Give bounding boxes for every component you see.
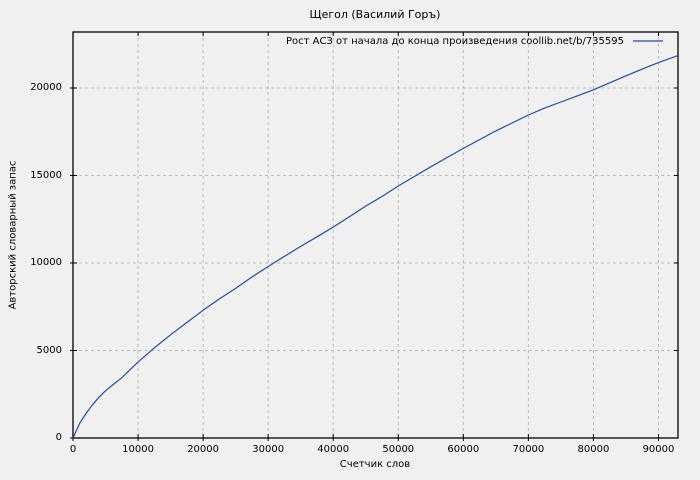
x-tick-label: 60000 bbox=[447, 444, 480, 455]
x-tick-label: 0 bbox=[69, 444, 77, 455]
chart-title: Щегол (Василий Горъ) bbox=[309, 8, 441, 21]
y-tick-label: 20000 bbox=[30, 82, 62, 93]
plot-border bbox=[72, 31, 679, 439]
y-tick-label: 10000 bbox=[30, 257, 62, 268]
x-tick-label: 10000 bbox=[122, 444, 154, 455]
x-tick-label: 30000 bbox=[252, 444, 285, 455]
y-tick-label: 15000 bbox=[30, 169, 62, 181]
legend-series-label: Рост АСЗ от начала до конца произведения… bbox=[285, 35, 624, 47]
x-tick-label: 80000 bbox=[577, 444, 610, 455]
x-tick-label: 50000 bbox=[382, 444, 415, 455]
legend: Рост АСЗ от начала до конца произведения… bbox=[286, 35, 664, 47]
legend-line-sample-icon bbox=[633, 40, 663, 42]
y-axis-label: Авторский словарный запас bbox=[7, 160, 19, 310]
x-tick-label: 90000 bbox=[642, 444, 675, 455]
x-axis-label: Счетчик слов bbox=[339, 459, 411, 470]
x-tick-label: 40000 bbox=[317, 444, 350, 455]
y-tick-label: 5000 bbox=[36, 344, 62, 356]
x-tick-label: 70000 bbox=[512, 444, 545, 455]
series-line bbox=[72, 55, 679, 439]
x-tick-label: 20000 bbox=[187, 444, 219, 455]
y-tick-label: 0 bbox=[55, 432, 62, 443]
